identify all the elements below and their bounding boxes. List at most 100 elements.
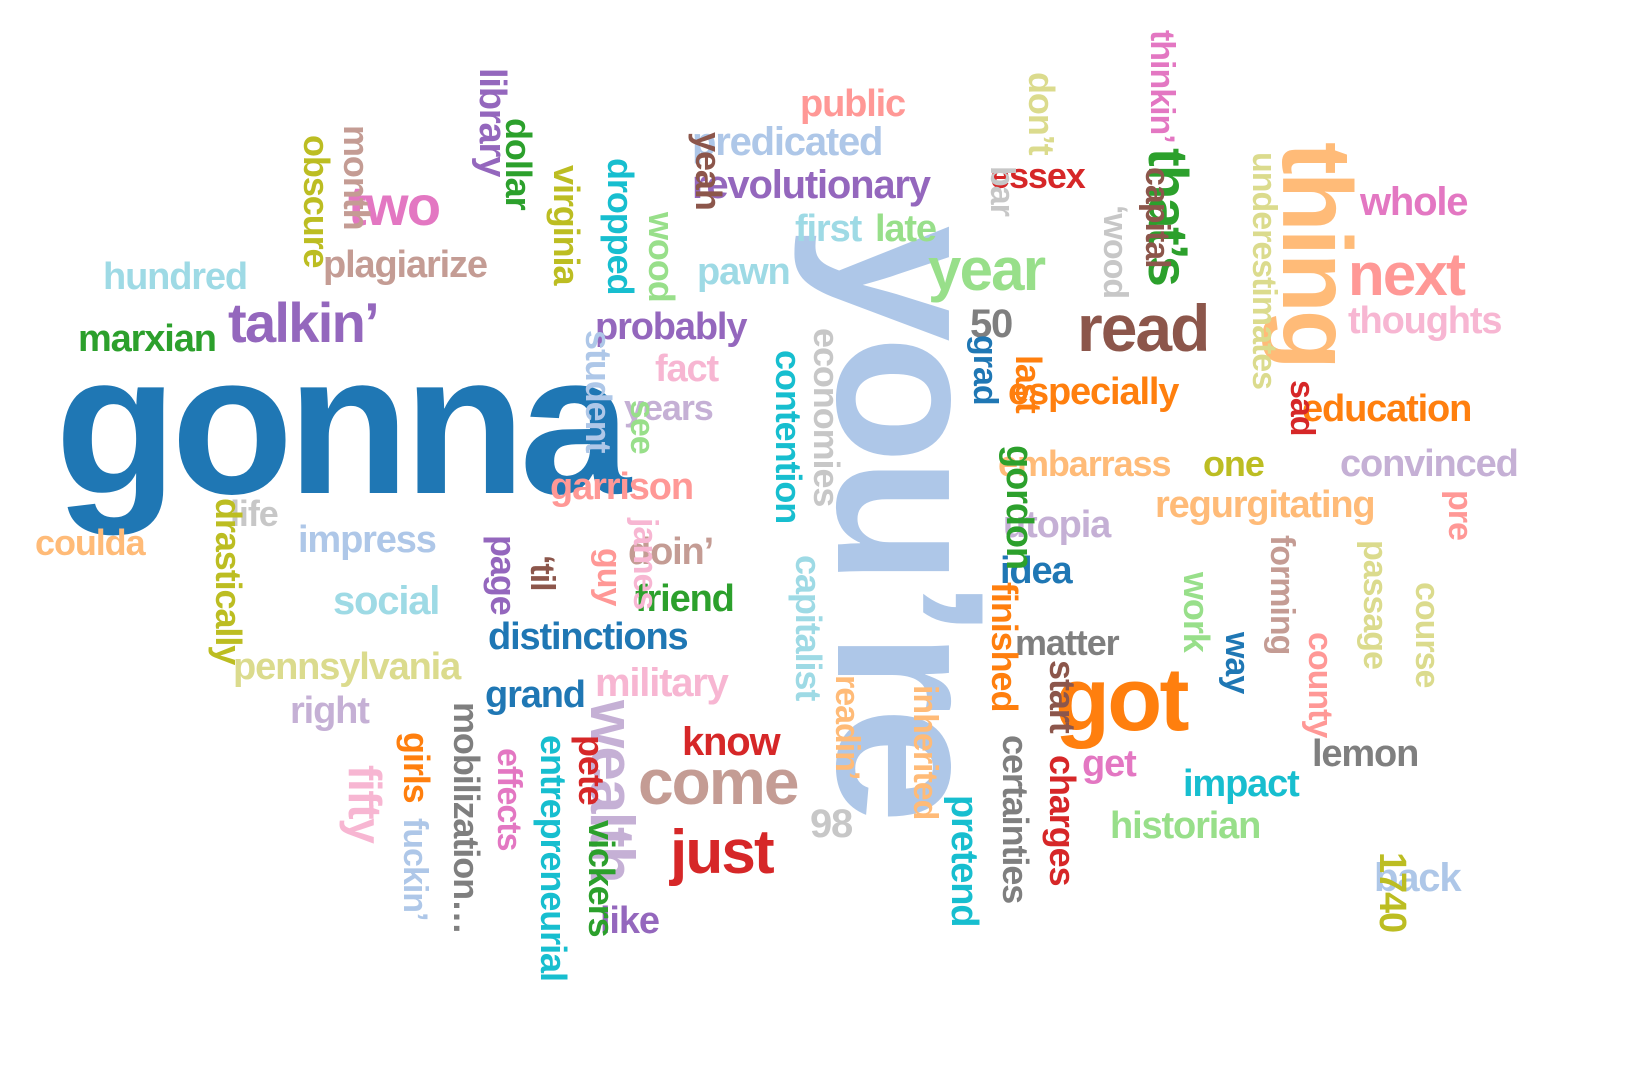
word-girls: girls — [396, 732, 437, 803]
word-work: work — [1176, 572, 1217, 652]
word-just: just — [670, 818, 775, 887]
word-dropped: dropped — [600, 158, 641, 295]
word-dollar: dollar — [498, 118, 539, 210]
word-know: know — [682, 720, 781, 764]
word-mobilization: mobilization… — [446, 702, 487, 934]
word-county: county — [1301, 632, 1339, 738]
word-thinkin: thinkin’ — [1143, 30, 1181, 143]
word-get: get — [1082, 743, 1137, 785]
word-effects: effects — [490, 748, 528, 851]
word-economies: economies — [806, 328, 847, 507]
word-contention: contention — [768, 350, 809, 524]
word-98: 98 — [810, 802, 853, 846]
word-underestimates: underestimates — [1245, 152, 1283, 390]
word-regurgitating: regurgitating — [1155, 484, 1376, 526]
word-marxian: marxian — [78, 318, 217, 360]
word-readin: readin’ — [828, 675, 866, 780]
word-50: 50 — [970, 302, 1013, 346]
word-matter: matter — [1015, 622, 1120, 663]
word-whole: whole — [1360, 180, 1469, 224]
word-wood: ‘wood — [1096, 205, 1134, 299]
word-plagiarize: plagiarize — [323, 244, 488, 286]
word-forming: forming — [1263, 535, 1301, 655]
word-gonna: gonna — [55, 313, 631, 536]
word-pretend: pretend — [943, 795, 985, 927]
word-sad: sad — [1283, 380, 1321, 436]
word-garrison: garrison — [550, 466, 694, 508]
word-charges: charges — [1042, 755, 1083, 886]
word-social: social — [333, 579, 440, 623]
word-page: page — [483, 535, 524, 615]
word-military: military — [595, 661, 729, 705]
word-hundred: hundred — [103, 256, 248, 298]
word-probably: probably — [595, 306, 747, 348]
word-last: last — [1008, 355, 1049, 413]
word-pennsylvania: pennsylvania — [233, 646, 461, 688]
word-grand: grand — [485, 674, 586, 716]
word-passage: passage — [1356, 540, 1394, 669]
word-1740: 1740 — [1371, 852, 1413, 932]
word-pawn: pawn — [697, 251, 791, 293]
word-doin: doin’ — [628, 531, 714, 573]
word-years: years — [624, 387, 714, 428]
word-pre: pre — [1441, 490, 1479, 540]
word-right: right — [290, 690, 370, 732]
word-fifty: fifty — [339, 765, 391, 843]
word-got: got — [1055, 650, 1190, 750]
word-predicated: predicated — [692, 120, 883, 164]
word-obscure: obscure — [296, 135, 337, 268]
word-talkin: talkin’ — [228, 291, 380, 354]
word-two: two — [348, 174, 441, 237]
word-virginia: virginia — [546, 165, 587, 285]
word-distinctions: distinctions — [488, 616, 689, 658]
word-essex: essex — [990, 155, 1086, 196]
word-month: month — [336, 125, 377, 230]
word-read: read — [1077, 291, 1210, 365]
word-convinced: convinced — [1340, 443, 1519, 485]
word-entrepreneurial: entrepreneurial — [533, 735, 574, 981]
word-friend: friend — [635, 578, 735, 620]
word-see: see — [623, 400, 661, 454]
word-start: start — [1042, 660, 1083, 733]
word-inherited: inherited — [906, 685, 944, 820]
word-drastically: drastically — [208, 498, 249, 665]
word-course: course — [1408, 582, 1446, 688]
word-gordon: gordon — [998, 445, 1040, 570]
word-student: student — [578, 330, 619, 453]
word-embarrass: embarrass — [998, 443, 1172, 484]
word-fact: fact — [655, 348, 719, 390]
word-james: james — [626, 518, 664, 610]
word-bar: bar — [983, 166, 1021, 216]
word-first: first — [795, 208, 862, 250]
word-utopia: utopia — [1003, 504, 1111, 546]
word-don-t: don’t — [1021, 72, 1062, 155]
word-way: way — [1218, 632, 1256, 694]
word-one: one — [1203, 443, 1265, 484]
word-revolutionary: revolutionary — [692, 163, 931, 207]
word-especially: especially — [1008, 371, 1179, 413]
word-life: life — [230, 493, 279, 534]
word-guy: guy — [590, 548, 628, 606]
word-historian: historian — [1110, 805, 1261, 847]
word-year: year — [928, 236, 1046, 303]
word-lemon: lemon — [1312, 733, 1419, 775]
word-certainties: certainties — [995, 735, 1036, 904]
word-impress: impress — [298, 519, 437, 561]
word-impact: impact — [1183, 763, 1300, 805]
word-next: next — [1348, 241, 1466, 308]
word-fuckin: fuckin’ — [396, 818, 434, 921]
word-til: ‘til — [523, 555, 561, 591]
word-come: come — [638, 746, 799, 818]
word-capital: capital — [1138, 167, 1176, 268]
word-vickers: vickers — [581, 820, 622, 937]
word-coulda: coulda — [35, 522, 146, 563]
word-finished: finished — [984, 582, 1025, 712]
word-yeah: yeah — [688, 132, 729, 210]
word-wood: wood — [641, 212, 682, 302]
word-education: education — [1302, 388, 1472, 430]
word-thoughts: thoughts — [1348, 300, 1503, 342]
word-idea: idea — [1000, 550, 1073, 592]
word-like: like — [600, 900, 660, 942]
word-public: public — [800, 83, 906, 125]
